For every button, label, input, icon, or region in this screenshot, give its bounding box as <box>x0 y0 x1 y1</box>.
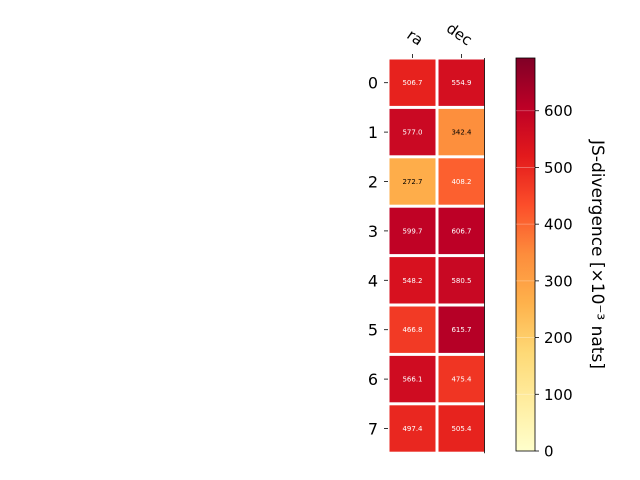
row-label: 4 <box>368 271 378 290</box>
heatmap-cell <box>389 59 436 106</box>
row-label: 1 <box>368 123 378 142</box>
heatmap-cell <box>438 355 485 403</box>
heatmap-cell <box>389 355 436 403</box>
column-label: dec <box>443 19 475 49</box>
row-label: 7 <box>368 420 378 439</box>
heatmap-cell <box>389 306 436 353</box>
cell-value-label: 577.0 <box>402 129 422 137</box>
cell-value-label: 506.7 <box>402 79 422 87</box>
heatmap-cell <box>389 158 436 205</box>
heatmap-cell <box>389 207 436 255</box>
heatmap-cell <box>438 257 485 304</box>
cell-value-label: 599.7 <box>402 227 422 235</box>
row-label: 3 <box>368 222 378 241</box>
cell-value-label: 342.4 <box>451 129 472 137</box>
heatmap-cell <box>389 257 436 304</box>
heatmap-cell <box>389 108 436 156</box>
colorbar-tick-label: 200 <box>544 329 573 347</box>
heatmap-cell <box>438 405 485 452</box>
row-label: 6 <box>368 370 378 389</box>
colorbar-tick-label: 100 <box>544 386 573 404</box>
row-label: 0 <box>368 74 378 93</box>
colorbar-gradient <box>516 58 535 451</box>
colorbar-label: JS-divergence [×10⁻³ nats] <box>587 139 607 369</box>
column-label: ra <box>404 26 427 50</box>
heatmap-cell <box>438 158 485 205</box>
colorbar-frame <box>515 57 536 452</box>
heatmap-cell <box>438 59 485 106</box>
heatmap-cell <box>389 405 436 452</box>
row-label: 2 <box>368 173 378 192</box>
heatmap-grid: 506.7 554.9 577.0 342.4 272.7 408.2 599.7 606.7… <box>389 59 485 452</box>
colorbar-tick-label: 300 <box>544 272 573 290</box>
cell-value-label: 408.2 <box>451 178 471 186</box>
row-label: 5 <box>368 321 378 340</box>
cell-value-label: 554.9 <box>451 79 471 87</box>
colorbar-tick-label: 400 <box>544 216 573 234</box>
cell-value-label: 566.1 <box>402 376 422 384</box>
cell-value-label: 497.4 <box>402 425 423 433</box>
cell-value-label: 548.2 <box>402 277 422 285</box>
cell-value-label: 272.7 <box>402 178 422 186</box>
cell-value-label: 475.4 <box>451 376 472 384</box>
heatmap-cell <box>438 207 485 255</box>
colorbar-tick-label: 500 <box>544 159 573 177</box>
colorbar-tick-label: 0 <box>544 443 554 461</box>
cell-value-label: 505.4 <box>451 425 472 433</box>
cell-value-label: 615.7 <box>451 326 471 334</box>
cell-value-label: 606.7 <box>451 227 471 235</box>
colorbar-tick-label: 600 <box>544 102 573 120</box>
heatmap-cell <box>438 306 485 353</box>
colorbar: 0 100 200 300 400 500 600 JS-divergence [×10⁻³ … <box>515 57 607 461</box>
heatmap-cell <box>438 108 485 156</box>
cell-value-label: 580.5 <box>451 277 471 285</box>
cell-value-label: 466.8 <box>402 326 422 334</box>
